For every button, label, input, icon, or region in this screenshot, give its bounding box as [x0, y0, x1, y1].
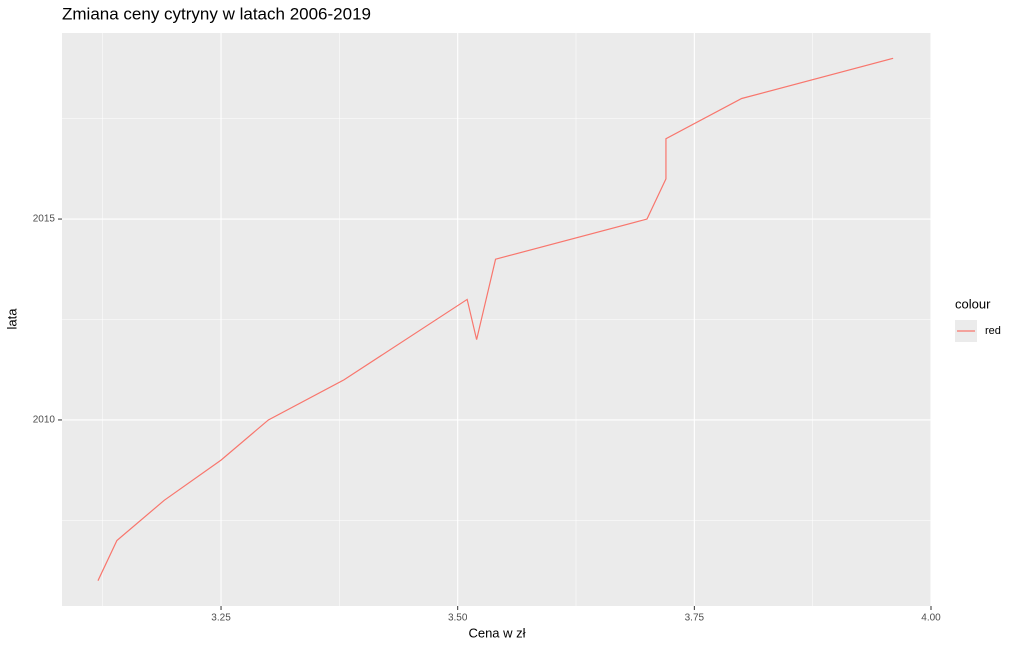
legend-title: colour — [955, 296, 991, 311]
marks — [97, 57, 894, 581]
y-tick-label: 2015 — [33, 214, 56, 225]
legend-label: red — [985, 325, 1001, 337]
x-tick-label: 3.50 — [448, 613, 468, 624]
x-axis-label: Cena w zł — [468, 625, 525, 640]
x-tick-label: 3.25 — [211, 613, 231, 624]
x-tick-label: 4.00 — [921, 613, 941, 624]
chart-title: Zmiana ceny cytryny w latach 2006-2019 — [62, 4, 371, 23]
x-tick-label: 3.75 — [685, 613, 705, 624]
line — [97, 57, 894, 581]
grid — [62, 33, 932, 606]
y-axis-label: lata — [4, 308, 19, 330]
y-tick-label: 2010 — [33, 415, 56, 426]
